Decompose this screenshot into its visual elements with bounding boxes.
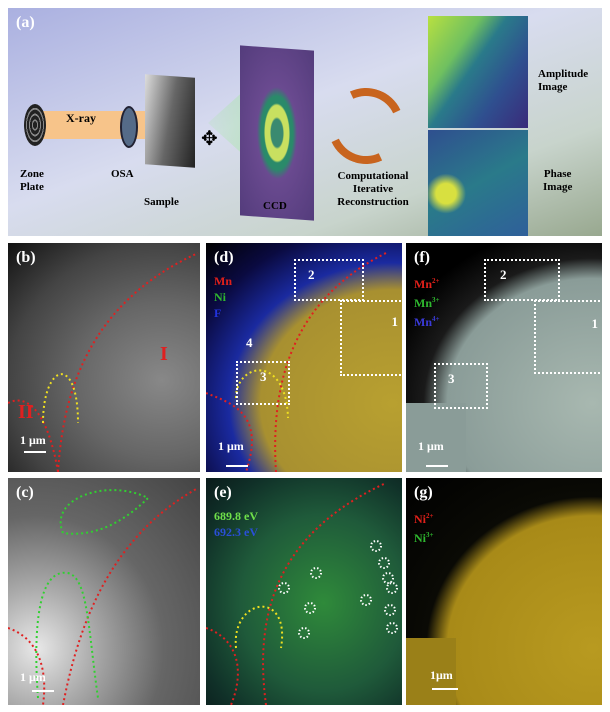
scale-bar-label: 1 μm [218, 439, 244, 453]
region-box-3: 3 [236, 361, 290, 405]
scale-bar [426, 465, 448, 467]
boundary-lines [8, 487, 199, 705]
legend: Mn2+ Mn3+ Mn4+ [414, 273, 440, 330]
region-label-4: 4 [246, 335, 253, 350]
legend-689: 689.8 eV [214, 509, 258, 523]
legend-692: 692.3 eV [214, 525, 258, 539]
legend-mn4: Mn4+ [414, 315, 440, 329]
iteration-arrows-icon [317, 77, 415, 175]
panel-d-image: (d) Mn Ni F 1 2 3 4 1 μm [206, 243, 402, 472]
legend: 689.8 eV 692.3 eV [214, 508, 258, 540]
region-box-2: 2 [294, 259, 364, 301]
ccd-detector [240, 45, 314, 221]
legend: Mn Ni F [214, 273, 232, 321]
panel-label: (a) [16, 14, 35, 31]
region-label-2: II [18, 401, 34, 423]
legend: Ni2+ Ni3+ [414, 508, 434, 546]
zone-plate-label: Zone Plate [20, 168, 44, 193]
ccd-label: CCD [263, 200, 287, 212]
scale-bar-label: 1 μm [20, 670, 46, 684]
region-box-1: 1 [534, 300, 602, 374]
lower-particle [406, 403, 466, 472]
translation-arrows-icon: ✥ [201, 128, 218, 150]
lower-particle [406, 638, 456, 705]
scale-bar-label: 1 μm [418, 439, 444, 453]
boundary-lines [206, 252, 387, 472]
legend-ni3: Ni3+ [414, 531, 434, 545]
scale-bar-label: 1 μm [20, 433, 46, 447]
phase-label: Phase Image [543, 168, 573, 193]
panel-label: (g) [414, 484, 433, 501]
legend-ni: Ni [214, 290, 226, 304]
xray-label: X-ray [66, 111, 96, 125]
panel-label: (c) [16, 484, 34, 501]
region-box-1: 1 [340, 300, 402, 376]
scale-bar [24, 451, 46, 453]
legend-ni2: Ni2+ [414, 512, 434, 526]
osa-label: OSA [111, 168, 134, 180]
amplitude-image [428, 16, 528, 128]
panel-e-image: (e) 689.8 eV 692.3 eV [206, 478, 402, 705]
panel-b-image: (b) I II 1 μm [8, 243, 200, 472]
region-box-2: 2 [484, 259, 560, 301]
boundary-lines [206, 482, 398, 705]
legend-mn3: Mn3+ [414, 296, 440, 310]
panel-label: (e) [214, 484, 232, 501]
legend-f: F [214, 306, 222, 320]
legend-mn2: Mn2+ [414, 277, 440, 291]
panel-label: (f) [414, 249, 430, 266]
dotted-markers [278, 540, 398, 639]
panel-a-schematic: (a) X-ray ✥ Zone Plate OSA Sample CCD Co… [8, 8, 602, 236]
scale-bar [432, 688, 458, 690]
boundary-lines [8, 252, 199, 472]
scale-bar [226, 465, 248, 467]
reconstruction-label: Computational Iterative Reconstruction [337, 170, 409, 208]
phase-image [428, 130, 528, 236]
region-box-3: 3 [434, 363, 488, 409]
panel-label: (b) [16, 249, 36, 266]
scale-bar [32, 690, 54, 692]
legend-mn: Mn [214, 274, 232, 288]
panel-c-image: (c) 1 μm [8, 478, 200, 705]
scale-bar-label: 1μm [430, 668, 453, 682]
amplitude-label: Amplitude Image [538, 68, 589, 93]
panel-label: (d) [214, 249, 234, 266]
panel-f-image: (f) Mn2+ Mn3+ Mn4+ 1 2 3 1 μm [406, 243, 602, 472]
region-label-1: I [160, 343, 168, 365]
zone-plate-icon [24, 104, 46, 146]
sample-image [145, 74, 195, 168]
panel-g-image: (g) Ni2+ Ni3+ 1μm [406, 478, 602, 705]
sample-label: Sample [144, 196, 179, 208]
osa-icon [120, 106, 138, 148]
